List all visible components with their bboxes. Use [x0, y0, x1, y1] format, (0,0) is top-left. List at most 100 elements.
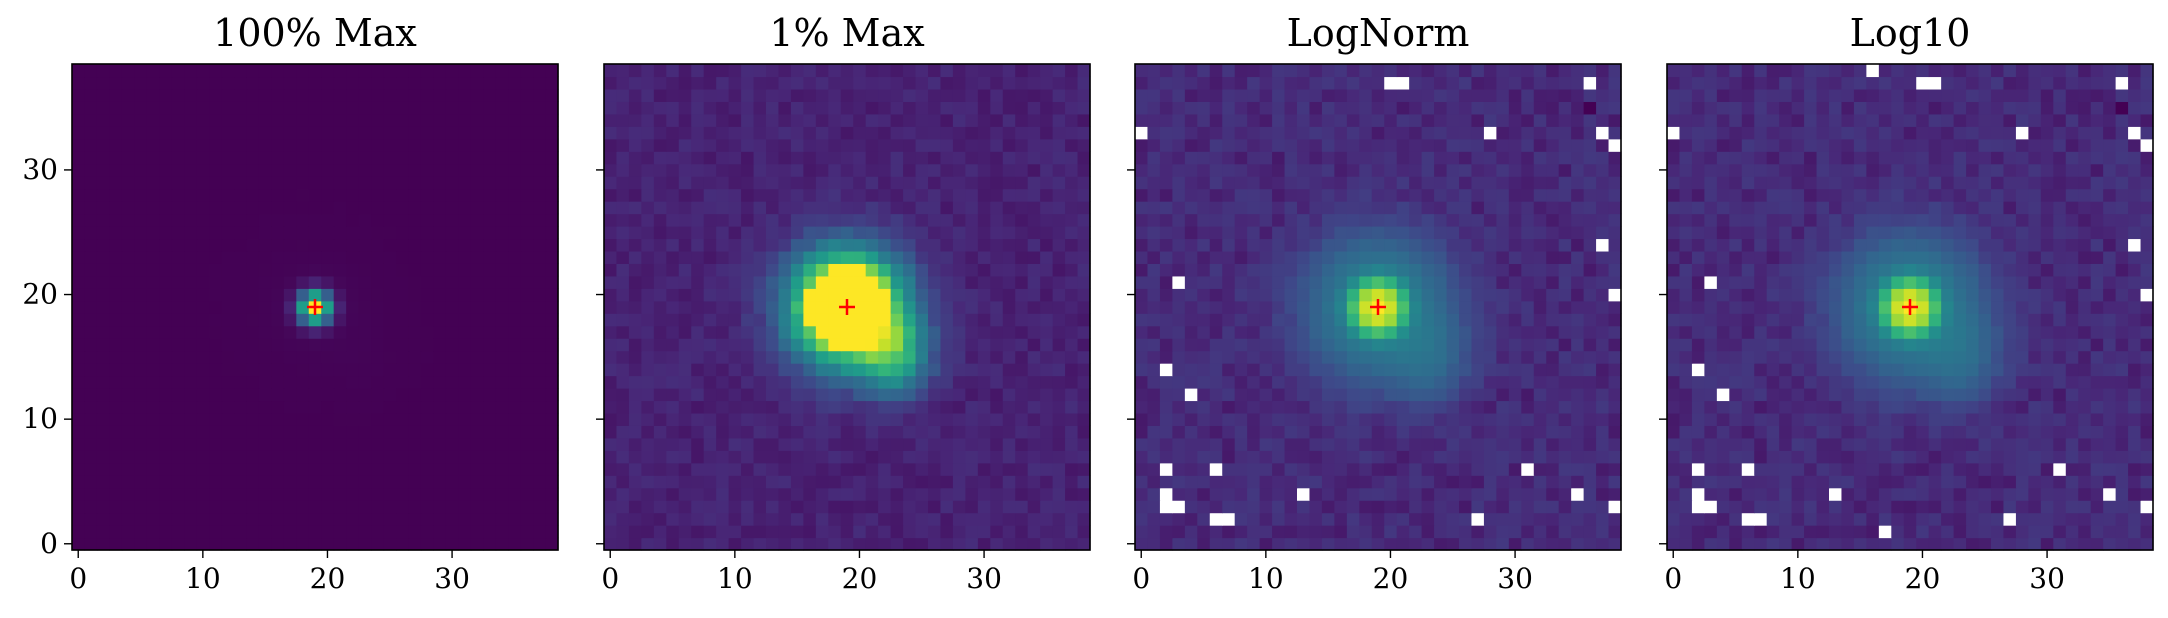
heatmap-cell: [1052, 425, 1066, 439]
heatmap-cell: [246, 525, 260, 539]
heatmap-cell: [371, 64, 385, 78]
heatmap-cell: [171, 350, 185, 364]
heatmap-cell: [1903, 437, 1917, 451]
heatmap-cell: [1421, 375, 1435, 389]
heatmap-cell: [371, 176, 385, 190]
heatmap-cell: [72, 113, 86, 127]
heatmap-cell: [1471, 176, 1485, 190]
heatmap-cell: [1829, 537, 1843, 551]
heatmap-cell: [520, 388, 534, 402]
heatmap-cell: [1596, 388, 1610, 402]
heatmap-cell: [1804, 475, 1818, 489]
heatmap-cell: [246, 363, 260, 377]
heatmap-cell: [1052, 450, 1066, 464]
heatmap-cell: [246, 375, 260, 389]
heatmap-cell: [965, 412, 979, 426]
heatmap-cell: [1135, 500, 1149, 514]
heatmap-cell: [445, 288, 459, 302]
heatmap-cell: [96, 313, 110, 327]
heatmap-cell: [1816, 437, 1830, 451]
heatmap-cell: [1297, 363, 1311, 377]
heatmap-cell: [1077, 176, 1091, 190]
heatmap-cell: [1077, 412, 1091, 426]
heatmap-cell: [691, 226, 705, 240]
heatmap-cell: [703, 300, 717, 314]
heatmap-cell: [159, 138, 173, 152]
heatmap-cell: [271, 88, 285, 102]
heatmap-cell: [1558, 250, 1572, 264]
heatmap-cell: [1040, 537, 1054, 551]
heatmap-cell: [878, 412, 892, 426]
heatmap-cell: [1384, 64, 1398, 78]
heatmap-cell: [458, 325, 472, 339]
heatmap-cell: [1508, 113, 1522, 127]
heatmap-cell: [209, 325, 223, 339]
heatmap-cell: [691, 300, 705, 314]
heatmap-cell: [678, 462, 692, 476]
heatmap-cell: [653, 101, 667, 115]
heatmap-cell: [508, 101, 522, 115]
heatmap-cell: [1147, 475, 1161, 489]
heatmap-cell: [815, 238, 829, 252]
heatmap-cell: [246, 437, 260, 451]
heatmap-cell: [1321, 163, 1335, 177]
heatmap-cell: [408, 138, 422, 152]
heatmap-cell: [653, 238, 667, 252]
heatmap-cell: [778, 475, 792, 489]
heatmap-cell: [915, 450, 929, 464]
heatmap-cell: [678, 363, 692, 377]
heatmap-cell: [977, 288, 991, 302]
heatmap-cell: [1027, 226, 1041, 240]
heatmap-cell: [1891, 525, 1905, 539]
heatmap-cell: [2015, 475, 2029, 489]
heatmap-cell: [853, 412, 867, 426]
heatmap-cell: [296, 537, 310, 551]
heatmap-cell: [1384, 163, 1398, 177]
heatmap-cell: [234, 338, 248, 352]
heatmap-cell: [803, 138, 817, 152]
heatmap-cell: [84, 412, 98, 426]
heatmap-cell: [1321, 300, 1335, 314]
heatmap-cell: [616, 101, 630, 115]
heatmap-cell: [940, 250, 954, 264]
heatmap-cell: [1496, 188, 1510, 202]
heatmap-cell: [641, 525, 655, 539]
heatmap-cell: [1766, 500, 1780, 514]
heatmap-cell: [1459, 151, 1473, 165]
heatmap-cell: [1222, 525, 1236, 539]
heatmap-cell: [358, 163, 372, 177]
heatmap-cell: [1459, 487, 1473, 501]
heatmap-cell: [1829, 475, 1843, 489]
heatmap-cell: [296, 263, 310, 277]
heatmap-cell: [234, 126, 248, 140]
heatmap-cell: [878, 188, 892, 202]
heatmap-cell: [2028, 487, 2042, 501]
heatmap-cell: [396, 412, 410, 426]
heatmap-cell: [520, 425, 534, 439]
heatmap-cell: [1754, 537, 1768, 551]
heatmap-cell: [271, 151, 285, 165]
heatmap-cell: [1159, 338, 1173, 352]
heatmap-cell: [1040, 88, 1054, 102]
heatmap-cell: [1928, 437, 1942, 451]
heatmap-cell: [878, 226, 892, 240]
heatmap-cell: [84, 126, 98, 140]
heatmap-cell: [96, 475, 110, 489]
heatmap-cell: [72, 76, 86, 90]
heatmap-cell: [641, 151, 655, 165]
heatmap-cell: [1521, 288, 1535, 302]
heatmap-cell: [1409, 437, 1423, 451]
heatmap-cell: [1483, 101, 1497, 115]
heatmap-cell: [470, 313, 484, 327]
heatmap-cell: [1496, 500, 1510, 514]
heatmap-cell: [1791, 525, 1805, 539]
heatmap-cell: [1853, 512, 1867, 526]
heatmap-cell: [246, 213, 260, 227]
heatmap-cell: [508, 64, 522, 78]
heatmap-cell: [2115, 500, 2129, 514]
heatmap-cell: [1446, 313, 1460, 327]
heatmap-cell: [1483, 138, 1497, 152]
heatmap-cell: [653, 350, 667, 364]
heatmap-cell: [1172, 101, 1186, 115]
